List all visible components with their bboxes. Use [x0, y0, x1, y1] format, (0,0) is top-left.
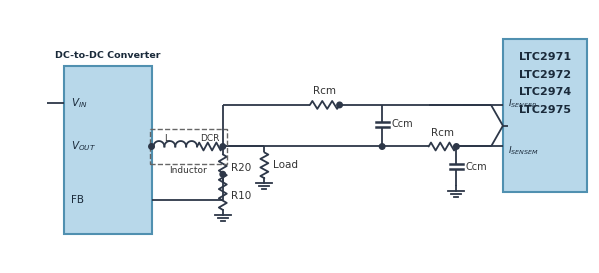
Text: Rcm: Rcm [313, 86, 336, 96]
Text: Inductor: Inductor [170, 166, 207, 175]
Circle shape [220, 144, 226, 149]
Text: DC-to-DC Converter: DC-to-DC Converter [55, 51, 161, 60]
Text: Ccm: Ccm [465, 162, 487, 172]
Text: LTC2972: LTC2972 [519, 70, 571, 80]
Text: $I_{SENSEM}$: $I_{SENSEM}$ [508, 144, 539, 157]
Bar [150, 129, 227, 164]
Text: L: L [164, 134, 169, 143]
Text: Rcm: Rcm [431, 127, 454, 138]
Text: R20: R20 [231, 163, 251, 173]
Circle shape [337, 102, 343, 108]
Circle shape [379, 144, 385, 149]
Circle shape [149, 144, 155, 149]
Circle shape [453, 144, 459, 149]
Text: $I_{SENSEP}$: $I_{SENSEP}$ [508, 98, 537, 110]
Text: LTC2974: LTC2974 [519, 87, 571, 97]
Text: Load: Load [273, 160, 298, 170]
Text: Ccm: Ccm [391, 119, 413, 129]
Text: R10: R10 [231, 191, 251, 201]
Text: LTC2971: LTC2971 [519, 52, 571, 62]
Text: $V_{OUT}$: $V_{OUT}$ [71, 140, 96, 153]
Text: LTC2975: LTC2975 [519, 105, 571, 115]
Text: FB: FB [71, 195, 84, 205]
Bar [65, 66, 152, 234]
Bar [503, 39, 587, 192]
Text: DCR: DCR [200, 134, 220, 143]
Circle shape [220, 171, 226, 177]
Text: $V_{IN}$: $V_{IN}$ [71, 96, 88, 110]
